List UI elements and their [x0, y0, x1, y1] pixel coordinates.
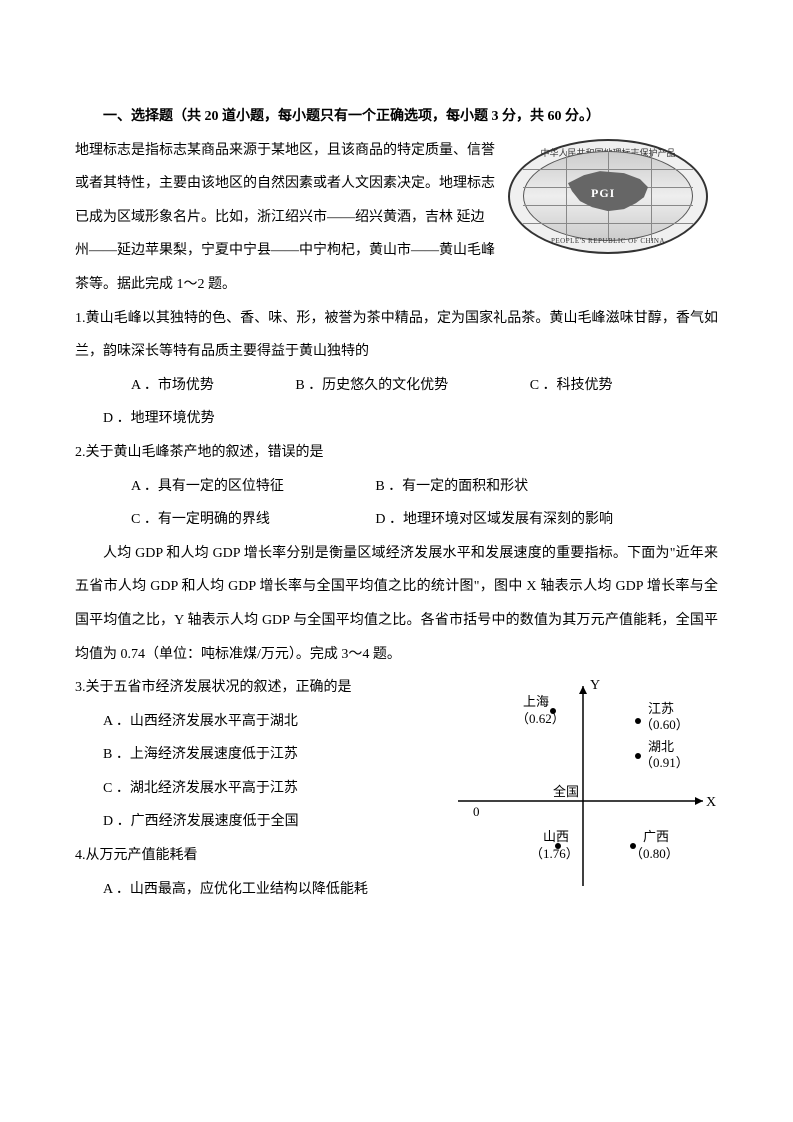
y-label: Y	[590, 678, 600, 693]
q2-option-c: C ．有一定明确的界线	[103, 503, 270, 537]
chart-point-name: 上海	[523, 694, 549, 709]
q1-option-a: A ．市场优势	[103, 369, 214, 403]
q2-option-a: A ．具有一定的区位特征	[103, 470, 284, 504]
chart-point-value: （0.80）	[630, 846, 679, 861]
logo-pgi-text: PGI	[591, 179, 615, 208]
chart-points: 上海 （0.62） 江苏（0.60） 湖北（0.91） 山西 （1.76） 广西 （0.80）	[516, 694, 689, 861]
question-1: 1.黄山毛峰以其独特的色、香、味、形，被誉为茶中精品，定为国家礼品茶。黄山毛峰滋…	[75, 302, 718, 369]
intro-passage-2: 人均 GDP 和人均 GDP 增长率分别是衡量区域经济发展水平和发展速度的重要指…	[75, 537, 718, 671]
q3-option-a: A ．山西经济发展水平高于湖北	[103, 714, 298, 729]
question-2-options-row1: A ．具有一定的区位特征 B ．有一定的面积和形状	[75, 470, 718, 504]
question-1-options: A ．市场优势 B ．历史悠久的文化优势 C ．科技优势 D ．地理环境优势	[75, 369, 718, 436]
chart-point-name: 江苏	[648, 701, 674, 716]
origin-zero: 0	[473, 804, 480, 819]
intro-passage-1: 中华人民共和国地理标志保护产品 PGI PEOPLE'S	[75, 134, 718, 302]
x-label: X	[706, 795, 716, 810]
q1-option-c: C ．科技优势	[502, 369, 613, 403]
q4-option-a: A ．山西最高，应优化工业结构以降低能耗	[103, 882, 368, 897]
chart-point-name: 山西	[543, 829, 569, 844]
question-2: 2.关于黄山毛峰茶产地的叙述，错误的是	[75, 436, 718, 470]
chart-point-name: 广西	[643, 829, 669, 844]
section-title: 一、选择题（共 20 道小题，每小题只有一个正确选项，每小题 3 分，共 60 …	[75, 100, 718, 134]
chart-point-value: （0.62）	[516, 711, 565, 726]
q3-option-d: D ．广西经济发展速度低于全国	[103, 814, 299, 829]
question-2-options-row2: C ．有一定明确的界线 D ．地理环境对区域发展有深刻的影响	[75, 503, 718, 537]
chart-point-value: （1.76）	[530, 846, 579, 861]
q1-option-b: B ．历史悠久的文化优势	[267, 369, 448, 403]
q3-option-c: C ．湖北经济发展水平高于江苏	[103, 781, 298, 796]
chart-point-name: 湖北	[648, 739, 674, 754]
gdp-chart: X Y 0 全国 上海 （0.62） 江苏（0.60） 湖北（0.91） 山西 （1.76…	[448, 671, 718, 901]
q3-option-b: B ．上海经济发展速度低于江苏	[103, 747, 298, 762]
logo-text-bottom: PEOPLE'S REPUBLIC OF CHINA	[551, 233, 665, 250]
question-3-block: X Y 0 全国 上海 （0.62） 江苏（0.60） 湖北（0.91） 山西 （1.76…	[75, 671, 718, 906]
center-label: 全国	[553, 784, 579, 799]
pgi-logo: 中华人民共和国地理标志保护产品 PGI PEOPLE'S	[508, 139, 718, 259]
q2-option-b: B ．有一定的面积和形状	[347, 470, 528, 504]
q1-option-d: D ．地理环境优势	[75, 402, 215, 436]
y-axis-arrow	[579, 686, 587, 694]
q2-option-d: D ．地理环境对区域发展有深刻的影响	[347, 503, 613, 537]
chart-point-value: （0.91）	[640, 755, 689, 770]
chart-point-value: （0.60）	[640, 717, 689, 732]
x-axis-arrow	[695, 797, 703, 805]
chart-svg: X Y 0 全国 上海 （0.62） 江苏（0.60） 湖北（0.91） 山西 （1.76…	[448, 671, 718, 901]
document-body: 一、选择题（共 20 道小题，每小题只有一个正确选项，每小题 3 分，共 60 …	[75, 100, 718, 906]
intro1-text-1: 地理标志是指标志某商品来源于某地区，且该商品的特定质量、信誉或者其特性，主要由该…	[75, 143, 495, 225]
